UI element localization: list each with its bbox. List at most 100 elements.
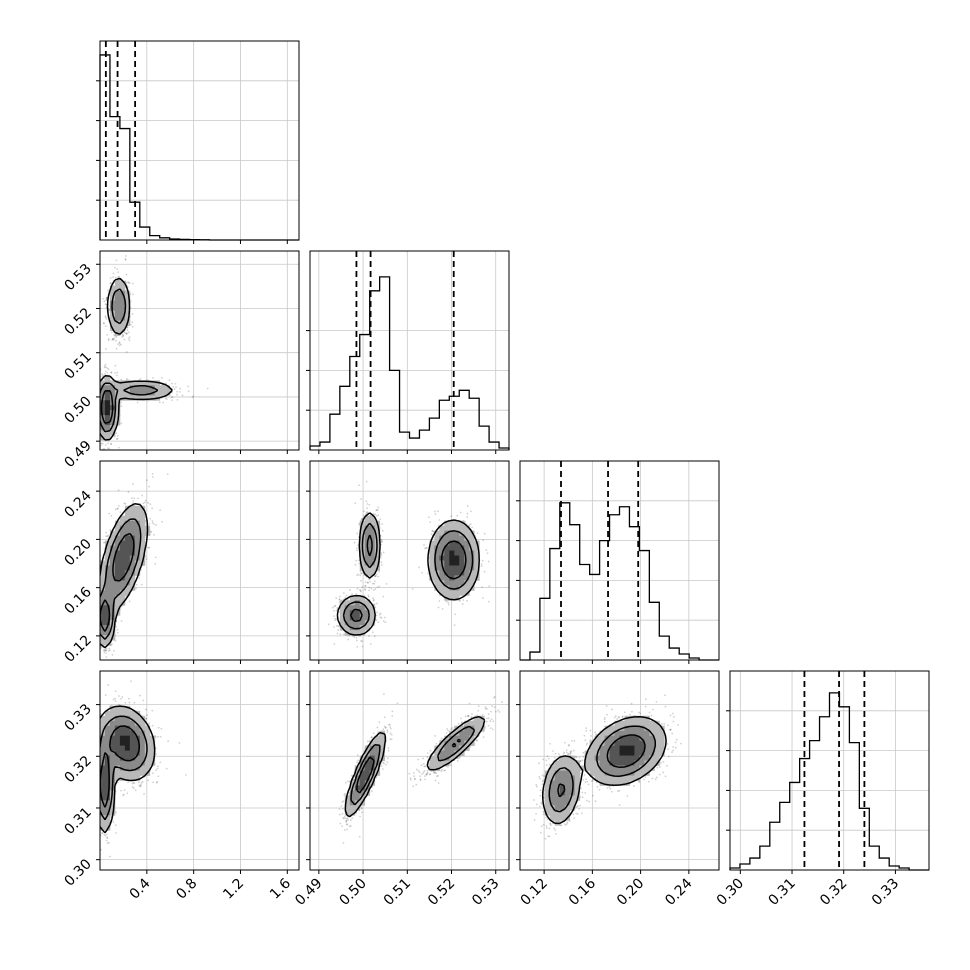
scatter-point bbox=[153, 523, 155, 525]
density-cell bbox=[109, 560, 116, 566]
density-cell bbox=[109, 575, 116, 581]
scatter-point bbox=[92, 394, 94, 396]
scatter-point bbox=[117, 505, 120, 507]
scatter-point bbox=[116, 507, 119, 510]
density-cell bbox=[114, 525, 121, 532]
scatter-panel-p0-p1: 0.490.500.510.520.53 bbox=[61, 250, 300, 471]
scatter-point bbox=[166, 473, 169, 475]
scatter-point bbox=[122, 333, 124, 336]
scatter-point bbox=[90, 634, 92, 636]
scatter-point bbox=[114, 364, 117, 367]
scatter-point bbox=[113, 333, 115, 336]
density-cell bbox=[119, 325, 126, 331]
scatter-point bbox=[131, 321, 134, 324]
scatter-point bbox=[124, 502, 127, 505]
scatter-point bbox=[98, 630, 100, 632]
density-cell bbox=[114, 580, 121, 586]
scatter-point bbox=[96, 426, 98, 428]
scatter-point bbox=[97, 408, 99, 410]
scatter-point bbox=[96, 594, 98, 596]
scatter-point bbox=[128, 336, 131, 339]
scatter-point bbox=[130, 323, 132, 326]
axes-frame bbox=[99, 250, 300, 451]
x-tick-label: 0.33 bbox=[869, 876, 902, 909]
scatter-point bbox=[105, 299, 108, 301]
scatter-point bbox=[98, 403, 100, 405]
grid-lines bbox=[543, 461, 690, 660]
scatter-point bbox=[131, 325, 134, 328]
density-cell bbox=[104, 555, 111, 561]
scatter-point bbox=[192, 395, 195, 398]
density-cell bbox=[109, 320, 116, 327]
scatter-point bbox=[114, 372, 116, 375]
density-cell bbox=[104, 400, 111, 406]
scatter-point bbox=[150, 531, 153, 534]
scatter-point bbox=[95, 757, 97, 759]
scatter-point bbox=[98, 419, 100, 421]
scatter-point bbox=[104, 649, 107, 652]
scatter-point bbox=[179, 387, 181, 390]
scatter-point bbox=[103, 322, 105, 325]
density-cell bbox=[139, 545, 146, 551]
density-cell bbox=[114, 305, 121, 312]
density-cell bbox=[129, 505, 136, 512]
scatter-point bbox=[90, 612, 92, 614]
scatter-point bbox=[95, 795, 97, 797]
scatter-point bbox=[97, 629, 99, 631]
density-cell bbox=[124, 560, 131, 566]
scatter-point bbox=[96, 737, 98, 739]
scatter-point bbox=[96, 389, 98, 391]
density-cell bbox=[124, 535, 131, 541]
scatter-point bbox=[93, 394, 95, 396]
scatter-point bbox=[96, 613, 98, 615]
density-cell bbox=[119, 565, 126, 571]
scatter-point bbox=[93, 431, 95, 433]
scatter-point bbox=[157, 765, 159, 768]
density-cell bbox=[134, 510, 141, 517]
histogram-p3 bbox=[729, 692, 929, 871]
scatter-point bbox=[96, 597, 98, 599]
scatter-point bbox=[104, 834, 107, 837]
scatter-point bbox=[98, 416, 100, 418]
scatter-point bbox=[96, 557, 98, 559]
density-cell bbox=[100, 380, 106, 386]
scatter-point bbox=[141, 494, 144, 497]
scatter-point bbox=[145, 558, 148, 560]
scatter-point bbox=[105, 451, 107, 453]
scatter-point bbox=[107, 368, 110, 371]
scatter-point bbox=[97, 622, 99, 624]
density-cell bbox=[109, 430, 116, 436]
scatter-point bbox=[96, 409, 98, 411]
scatter-point bbox=[93, 749, 95, 751]
scatter-point bbox=[151, 520, 154, 522]
scatter-point bbox=[125, 333, 128, 335]
density-cell bbox=[109, 585, 116, 591]
scatter-point bbox=[104, 444, 107, 446]
scatter-point bbox=[176, 390, 178, 393]
scatter-point bbox=[97, 642, 99, 644]
scatter-point bbox=[106, 372, 109, 374]
scatter-point bbox=[149, 530, 152, 533]
density-cell bbox=[104, 415, 111, 421]
scatter-point bbox=[96, 732, 98, 734]
density-cell bbox=[104, 575, 111, 581]
density-cell bbox=[109, 415, 116, 421]
scatter-point bbox=[94, 608, 96, 610]
scatter-point bbox=[96, 621, 98, 623]
scatter-point bbox=[96, 642, 98, 644]
density-cell bbox=[129, 520, 136, 527]
scatter-point bbox=[167, 740, 170, 743]
scatter-point bbox=[107, 338, 110, 341]
scatter-point bbox=[92, 615, 94, 617]
scatter-point bbox=[96, 608, 98, 610]
scatter-point bbox=[93, 417, 95, 419]
x-tick-label: 0.31 bbox=[765, 876, 798, 909]
scatter-point bbox=[132, 282, 134, 285]
scatter-point bbox=[191, 396, 194, 399]
scatter-point bbox=[94, 788, 96, 790]
scatter-point bbox=[158, 401, 161, 404]
scatter-point bbox=[95, 776, 97, 778]
density-cell bbox=[100, 430, 106, 436]
density-cell bbox=[104, 405, 111, 411]
scatter-point bbox=[115, 336, 118, 339]
